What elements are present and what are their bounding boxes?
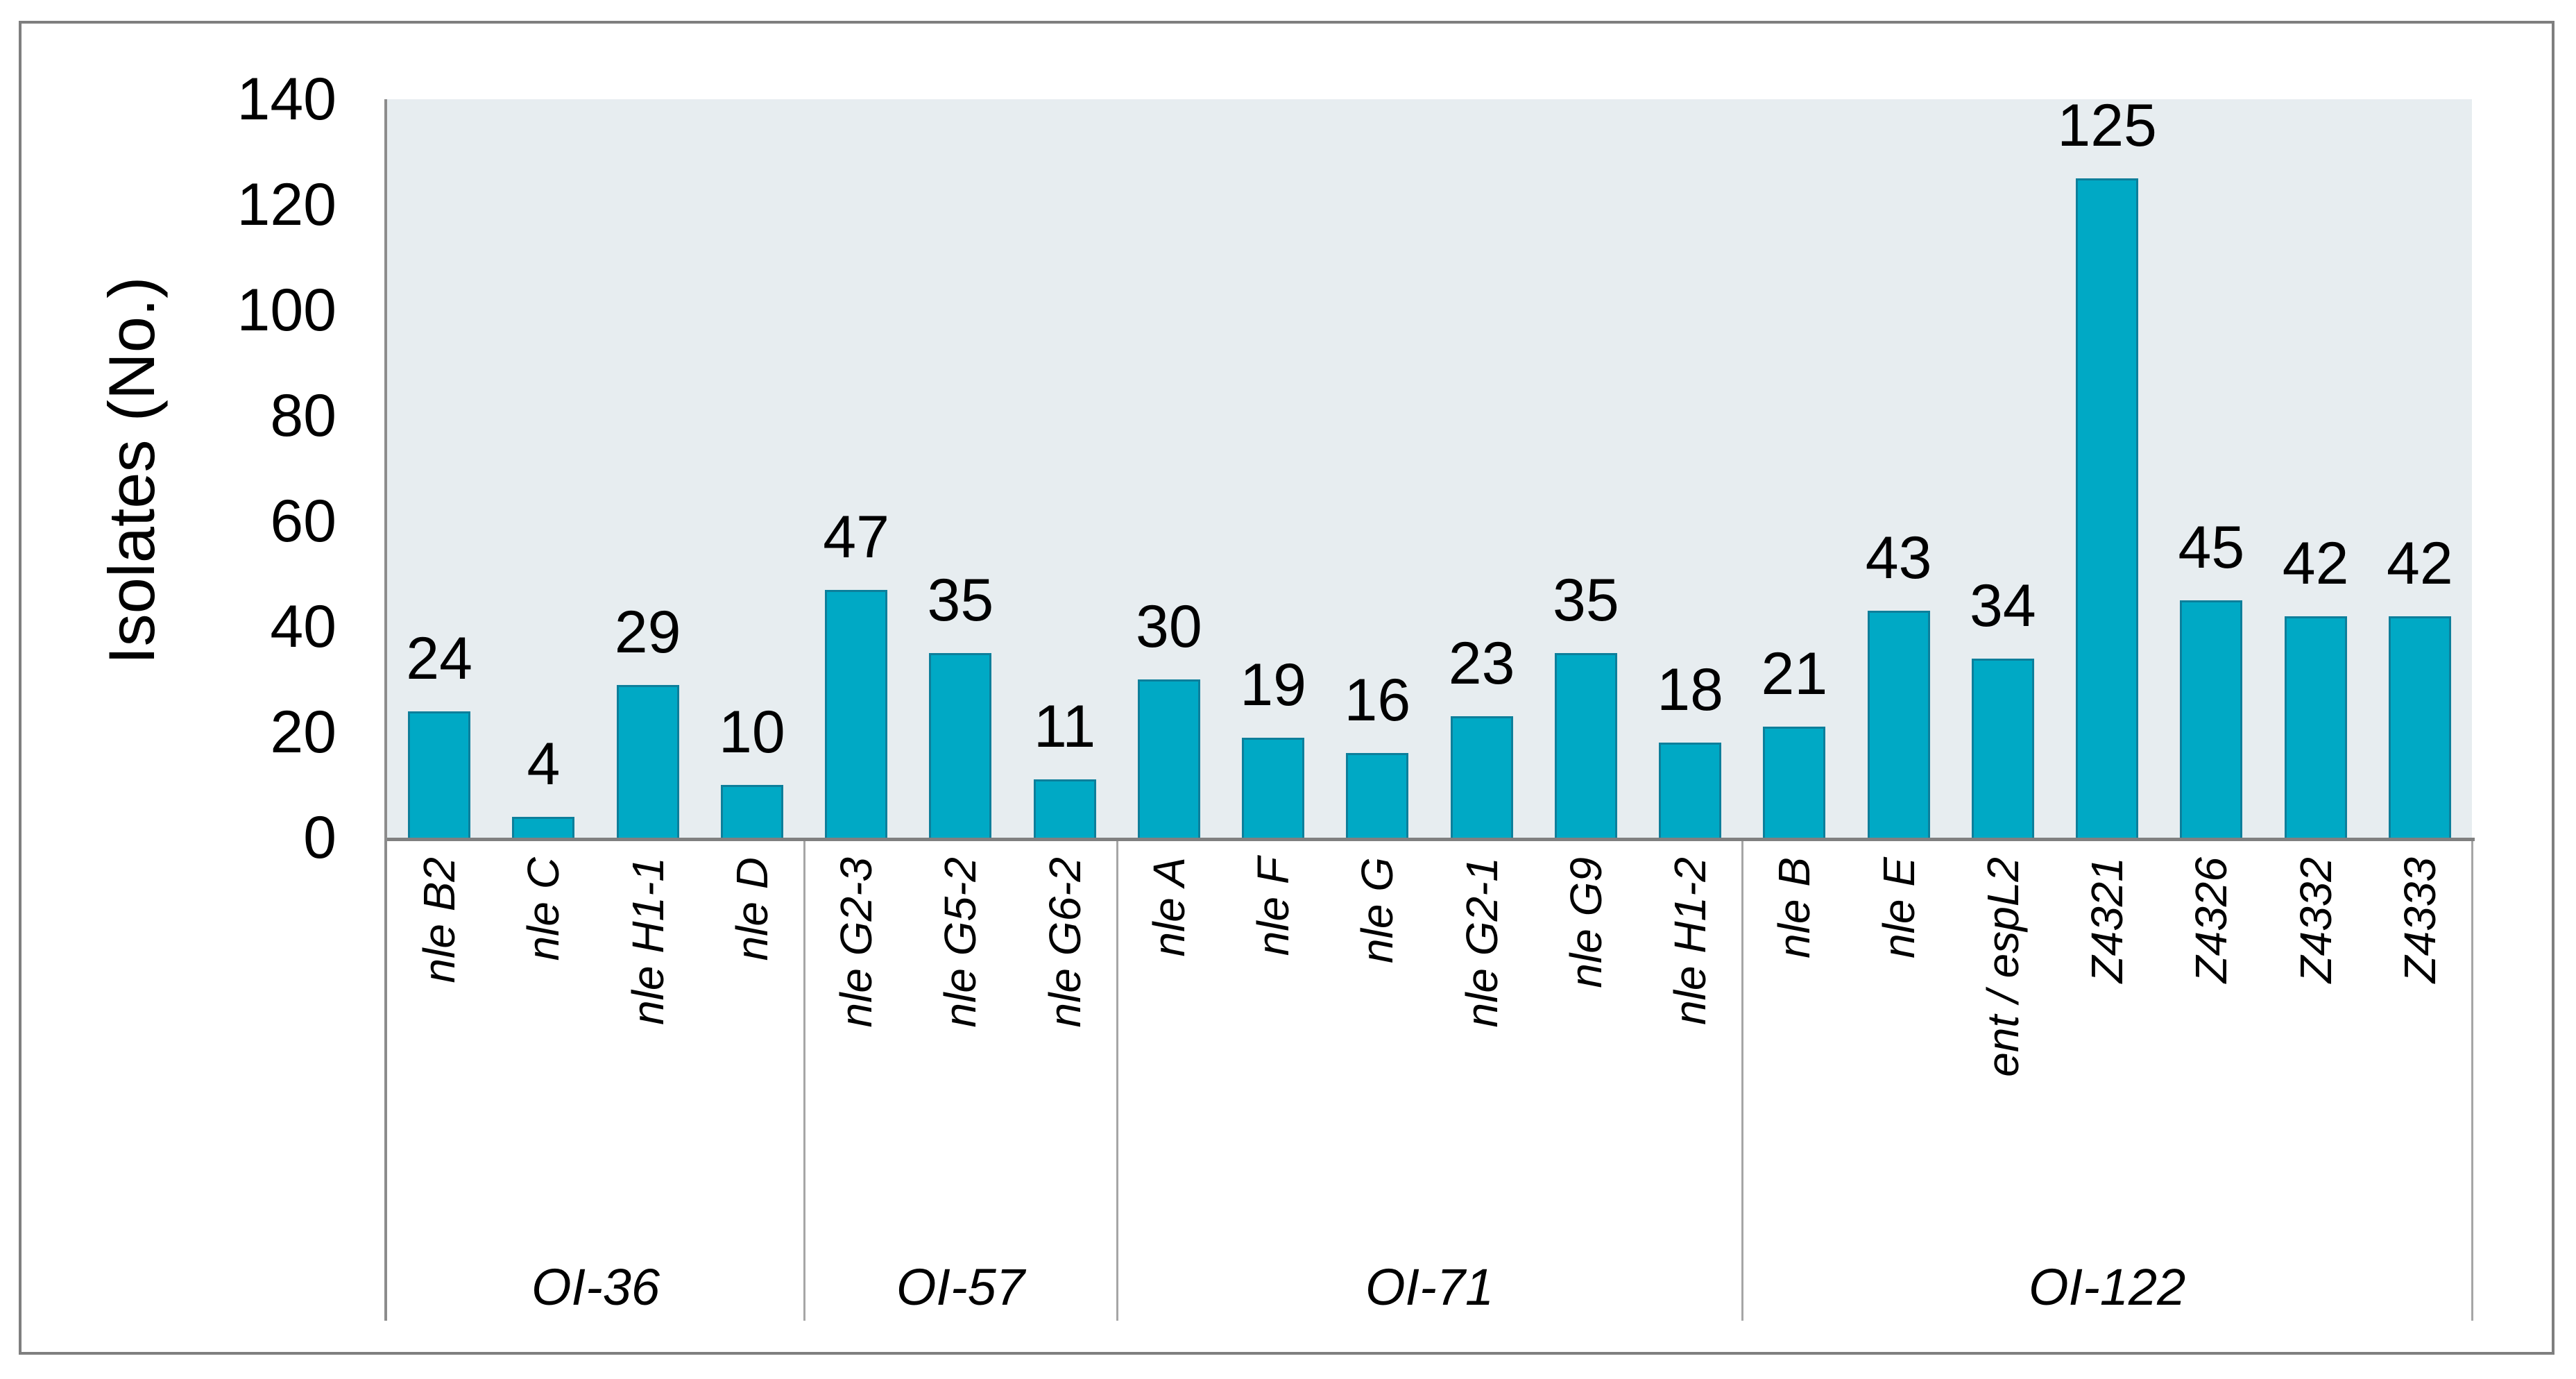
bar-nle-g xyxy=(1346,753,1409,838)
bar-ent-espl2 xyxy=(1971,658,2034,838)
group-label-oi-122: OI-122 xyxy=(2029,1258,2186,1316)
category-label-nle-g9: nle G9 xyxy=(1560,857,1611,988)
bar-nle-h1-2 xyxy=(1659,743,1722,838)
category-label-nle-b: nle B xyxy=(1769,857,1820,958)
y-tick-label-140: 140 xyxy=(237,66,337,133)
value-label-nle-g9: 35 xyxy=(1553,567,1619,634)
bar-nle-e xyxy=(1867,611,1930,838)
value-label-nle-g5-2: 35 xyxy=(927,567,994,634)
category-label-nle-a: nle A xyxy=(1143,857,1194,957)
value-label-nle-h1-1: 29 xyxy=(614,598,681,666)
x-axis-line xyxy=(384,838,2475,841)
bar-nle-d xyxy=(720,785,783,838)
value-label-nle-a: 30 xyxy=(1136,593,1202,660)
bar-z4333 xyxy=(2388,616,2451,838)
category-label-z4332: Z4332 xyxy=(2290,857,2341,983)
y-tick-label-120: 120 xyxy=(237,171,337,238)
group-label-oi-57: OI-57 xyxy=(896,1258,1025,1316)
y-tick-label-20: 20 xyxy=(270,699,336,765)
category-divider xyxy=(1116,841,1118,1321)
category-label-nle-c: nle C xyxy=(518,857,569,961)
bar-z4321 xyxy=(2076,178,2139,838)
category-label-nle-g6-2: nle G6-2 xyxy=(1039,857,1090,1028)
bar-nle-g2-3 xyxy=(825,589,888,838)
category-label-z4321: Z4321 xyxy=(2082,857,2133,983)
category-divider xyxy=(2471,841,2473,1321)
value-label-nle-b2: 24 xyxy=(406,625,472,692)
bar-nle-g2-1 xyxy=(1450,716,1513,838)
category-label-nle-e: nle E xyxy=(1873,857,1924,958)
bar-nle-g5-2 xyxy=(929,653,992,838)
category-label-nle-h1-2: nle H1-2 xyxy=(1665,857,1716,1025)
bar-nle-c xyxy=(512,816,575,838)
value-label-nle-c: 4 xyxy=(527,730,561,797)
category-label-nle-g: nle G xyxy=(1352,857,1403,963)
bar-nle-h1-1 xyxy=(616,684,679,838)
bar-z4326 xyxy=(2180,600,2243,838)
value-label-nle-g6-2: 11 xyxy=(1033,693,1096,761)
category-label-nle-b2: nle B2 xyxy=(414,857,465,983)
y-axis-line xyxy=(384,99,387,1321)
value-label-nle-b: 21 xyxy=(1761,641,1828,708)
category-label-nle-d: nle D xyxy=(726,857,777,961)
bar-z4332 xyxy=(2284,616,2347,838)
value-label-nle-d: 10 xyxy=(719,699,785,765)
category-label-nle-g2-1: nle G2-1 xyxy=(1456,857,1507,1028)
category-divider xyxy=(1741,841,1744,1321)
category-label-z4333: Z4333 xyxy=(2394,857,2445,983)
group-label-oi-36: OI-36 xyxy=(531,1258,660,1316)
y-tick-label-100: 100 xyxy=(237,277,337,344)
value-label-z4326: 45 xyxy=(2178,514,2245,581)
y-tick-label-80: 80 xyxy=(270,382,336,449)
value-label-nle-g2-1: 23 xyxy=(1448,630,1515,697)
value-label-z4321: 125 xyxy=(2057,92,2157,159)
value-label-nle-e: 43 xyxy=(1865,525,1932,592)
category-label-nle-g2-3: nle G2-3 xyxy=(831,857,882,1028)
category-label-nle-f: nle F xyxy=(1248,857,1299,956)
bar-nle-b xyxy=(1763,727,1826,838)
y-tick-label-40: 40 xyxy=(270,593,336,660)
bar-nle-f xyxy=(1242,737,1305,838)
y-tick-label-0: 0 xyxy=(303,804,336,871)
y-tick-label-60: 60 xyxy=(270,488,336,555)
value-label-nle-h1-2: 18 xyxy=(1657,657,1723,724)
group-label-oi-71: OI-71 xyxy=(1365,1258,1494,1316)
value-label-z4332: 42 xyxy=(2282,530,2349,597)
value-label-nle-g2-3: 47 xyxy=(823,503,889,570)
category-label-z4326: Z4326 xyxy=(2186,857,2237,983)
category-label-nle-h1-1: nle H1-1 xyxy=(622,857,673,1025)
value-label-ent-espl2: 34 xyxy=(1970,572,2036,639)
value-label-z4333: 42 xyxy=(2387,530,2453,597)
value-label-nle-g: 16 xyxy=(1344,667,1411,734)
category-label-ent-espl2: ent / espL2 xyxy=(1977,857,2028,1077)
category-label-nle-g5-2: nle G5-2 xyxy=(935,857,986,1028)
category-divider xyxy=(803,841,805,1321)
bar-nle-g6-2 xyxy=(1033,779,1096,838)
value-label-nle-f: 19 xyxy=(1240,651,1306,718)
bar-nle-b2 xyxy=(408,711,471,838)
bar-nle-a xyxy=(1137,679,1200,838)
bar-nle-g9 xyxy=(1554,653,1617,838)
